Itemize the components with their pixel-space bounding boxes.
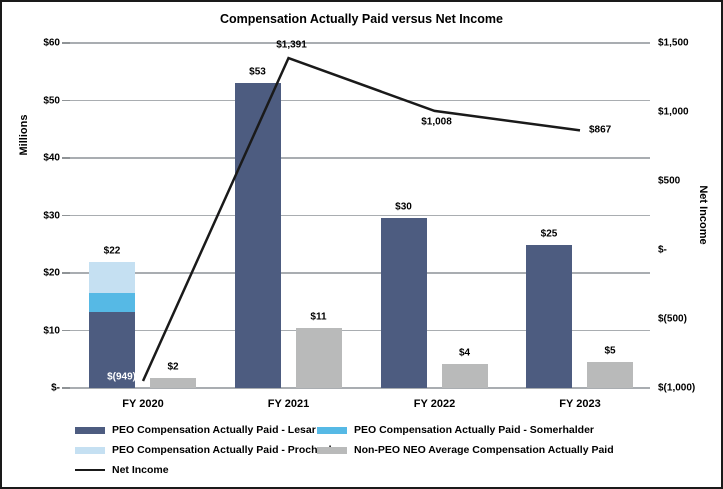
net-income-label-fy2020: $(949) — [107, 371, 136, 383]
y-axis-tick — [62, 99, 70, 102]
bar-segment-prochazka — [89, 261, 135, 294]
right-axis-tick-label: $1,500 — [658, 37, 689, 49]
non-peo-bar-value-label: $2 — [167, 361, 179, 373]
legend-color-swatch — [75, 426, 105, 434]
legend-item: Net Income — [75, 464, 317, 476]
bar-non-peo-neo — [441, 364, 488, 388]
y-axis-tick — [62, 214, 70, 217]
legend-label: Non-PEO NEO Average Compensation Actuall… — [354, 444, 614, 456]
right-axis-tick-label: $(1,000) — [658, 382, 696, 394]
legend-line-swatch — [75, 468, 105, 472]
peo-bar-value-label: $25 — [540, 228, 558, 240]
bar-segment-lesar — [89, 312, 135, 388]
legend-color-swatch — [317, 446, 347, 454]
bar-segment-somerhalder — [89, 293, 135, 313]
x-axis-category-label: FY 2023 — [559, 398, 601, 410]
bar-segment-lesar — [526, 245, 572, 388]
bar-non-peo-neo — [150, 377, 196, 388]
right-axis-tick-label: $500 — [658, 175, 681, 187]
right-axis-tick-label: $1,000 — [658, 106, 689, 118]
left-axis-tick-label: $- — [51, 382, 60, 394]
left-axis-tick-label: $10 — [43, 325, 60, 336]
gridline — [70, 99, 650, 102]
net-income-label-fy2022: $1,008 — [421, 116, 452, 128]
left-axis-tick-label: $40 — [43, 152, 60, 164]
right-axis-title: Net Income — [697, 185, 709, 245]
legend-item: PEO Compensation Actually Paid - Prochaz… — [75, 444, 340, 456]
legend-label: PEO Compensation Actually Paid - Prochaz… — [112, 444, 341, 456]
peo-bar-value-label: $30 — [395, 201, 412, 213]
x-axis-category-label: FY 2022 — [413, 398, 456, 410]
y-axis-tick — [62, 42, 70, 44]
y-axis-tick — [62, 272, 70, 274]
non-peo-bar-value-label: $11 — [310, 311, 327, 323]
bar-segment-lesar — [380, 218, 427, 388]
legend-label: PEO Compensation Actually Paid - Lesar — [112, 424, 316, 436]
left-axis-tick-label: $60 — [43, 37, 60, 49]
y-axis-tick — [62, 329, 70, 332]
legend-item: PEO Compensation Actually Paid - Somerha… — [317, 424, 614, 436]
x-axis-category-label: FY 2020 — [122, 398, 164, 410]
right-axis-tick-label: $(500) — [658, 313, 687, 325]
right-axis-tick-label: $- — [658, 244, 667, 256]
x-axis-category-label: FY 2021 — [267, 398, 310, 410]
left-axis-tick-label: $20 — [43, 267, 60, 279]
y-axis-tick — [62, 387, 70, 389]
left-axis-title: Millions — [18, 114, 30, 156]
legend-item: Non-PEO NEO Average Compensation Actuall… — [317, 444, 614, 456]
peo-bar-value-label: $53 — [249, 66, 266, 78]
chart-title: Compensation Actually Paid versus Net In… — [220, 12, 503, 26]
legend: PEO Compensation Actually Paid - Lesar PE… — [75, 420, 614, 480]
non-peo-bar-value-label: $5 — [604, 345, 616, 357]
net-income-label-fy2021: $1,391 — [276, 39, 307, 51]
legend-color-swatch — [75, 446, 105, 454]
legend-label: PEO Compensation Actually Paid - Somerha… — [354, 424, 594, 436]
non-peo-bar-value-label: $4 — [458, 347, 471, 359]
left-axis-tick-label: $50 — [43, 95, 60, 106]
left-axis-tick-label: $30 — [43, 210, 60, 221]
gridline — [70, 214, 650, 217]
peo-bar-value-label: $22 — [103, 245, 121, 256]
y-axis-tick — [62, 157, 70, 159]
bar-non-peo-neo — [587, 361, 633, 388]
gridline — [70, 42, 650, 44]
legend-item: PEO Compensation Actually Paid - Lesar — [75, 424, 317, 436]
gridline — [70, 157, 650, 159]
gridline — [70, 387, 650, 389]
legend-label: Net Income — [112, 464, 169, 476]
net-income-label-fy2023: $867 — [589, 124, 612, 136]
bar-segment-lesar — [234, 83, 281, 388]
bar-non-peo-neo — [295, 328, 342, 388]
legend-color-swatch — [317, 426, 347, 434]
